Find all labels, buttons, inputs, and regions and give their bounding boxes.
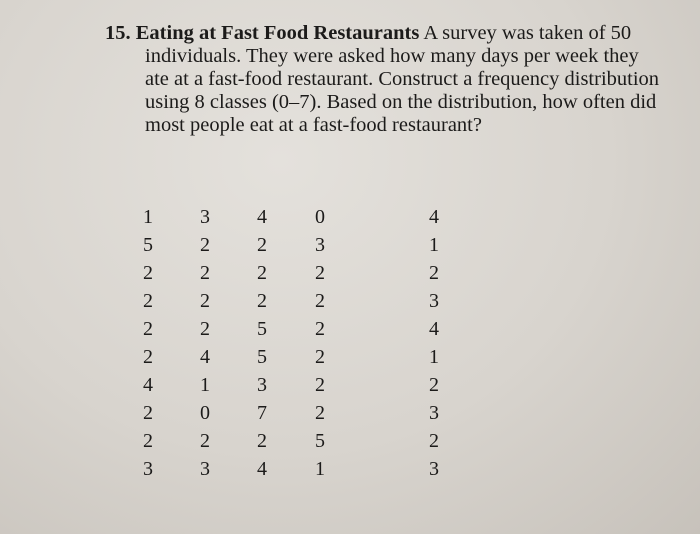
table-cell: 3 bbox=[315, 234, 325, 256]
table-cell: 3 bbox=[200, 206, 210, 228]
table-cell: 2 bbox=[200, 234, 210, 256]
table-cell: 1 bbox=[200, 374, 210, 396]
table-cell: 4 bbox=[429, 206, 439, 228]
table-cell: 2 bbox=[315, 346, 325, 368]
table-cell: 2 bbox=[315, 374, 325, 396]
table-cell: 2 bbox=[315, 262, 325, 284]
table-cell: 3 bbox=[429, 458, 439, 480]
table-cell: 2 bbox=[315, 318, 325, 340]
table-cell: 2 bbox=[315, 290, 325, 312]
table-cell: 2 bbox=[200, 290, 210, 312]
table-cell: 1 bbox=[429, 346, 439, 368]
table-cell: 2 bbox=[429, 430, 439, 452]
table-cell: 1 bbox=[429, 234, 439, 256]
table-cell: 4 bbox=[143, 374, 153, 396]
table-cell: 4 bbox=[429, 318, 439, 340]
table-cell: 2 bbox=[200, 318, 210, 340]
problem-heading: Eating at Fast Food Restaurants bbox=[135, 22, 420, 44]
table-cell: 2 bbox=[143, 262, 153, 284]
table-cell: 5 bbox=[315, 430, 325, 452]
table-cell: 5 bbox=[257, 346, 267, 368]
table-cell: 4 bbox=[200, 346, 210, 368]
table-cell: 0 bbox=[315, 206, 325, 228]
table-cell: 4 bbox=[257, 206, 267, 228]
table-cell: 5 bbox=[143, 234, 153, 256]
problem-text: A survey was taken of 50 individuals. Th… bbox=[145, 22, 660, 136]
table-cell: 5 bbox=[257, 318, 267, 340]
table-cell: 2 bbox=[257, 234, 267, 256]
problem: 15. Eating at Fast Food Restaurants A su… bbox=[105, 22, 665, 137]
table-cell: 2 bbox=[257, 290, 267, 312]
table-cell: 3 bbox=[200, 458, 210, 480]
table-cell: 2 bbox=[143, 430, 153, 452]
table-cell: 0 bbox=[200, 402, 210, 424]
table-cell: 3 bbox=[257, 374, 267, 396]
table-cell: 3 bbox=[143, 458, 153, 480]
table-cell: 4 bbox=[257, 458, 267, 480]
table-cell: 2 bbox=[429, 262, 439, 284]
table-cell: 3 bbox=[429, 290, 439, 312]
table-cell: 2 bbox=[143, 290, 153, 312]
table-cell: 2 bbox=[200, 430, 210, 452]
table-cell: 1 bbox=[315, 458, 325, 480]
table-cell: 2 bbox=[143, 402, 153, 424]
table-cell: 2 bbox=[429, 374, 439, 396]
table-cell: 2 bbox=[143, 318, 153, 340]
table-cell: 2 bbox=[257, 262, 267, 284]
table-cell: 2 bbox=[143, 346, 153, 368]
table-cell: 7 bbox=[257, 402, 267, 424]
table-cell: 2 bbox=[315, 402, 325, 424]
table-cell: 1 bbox=[143, 206, 153, 228]
problem-number: 15. bbox=[105, 22, 131, 44]
table-cell: 2 bbox=[200, 262, 210, 284]
table-cell: 2 bbox=[257, 430, 267, 452]
table-cell: 3 bbox=[429, 402, 439, 424]
